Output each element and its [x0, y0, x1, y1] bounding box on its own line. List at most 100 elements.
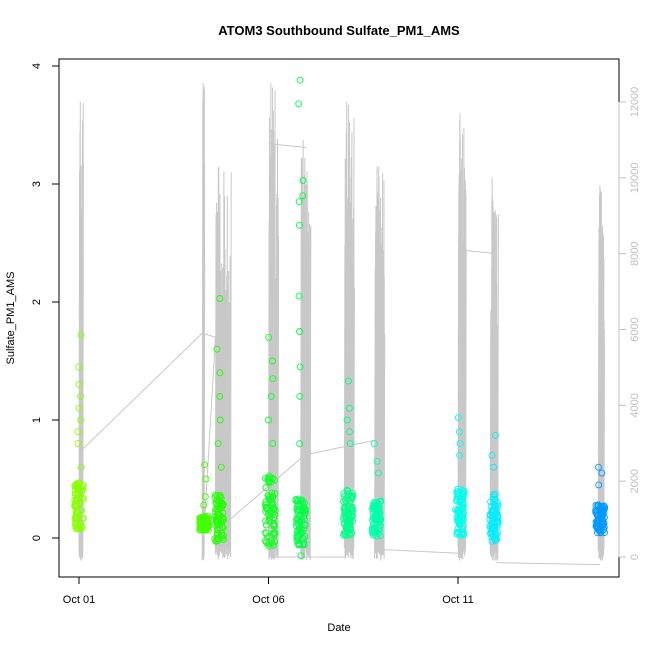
- data-point: [296, 363, 304, 371]
- data-point: [299, 192, 307, 200]
- data-point: [453, 496, 461, 503]
- data-point: [373, 457, 381, 465]
- data-point: [595, 481, 603, 489]
- data-point: [295, 100, 303, 108]
- data-point: [270, 514, 278, 522]
- data-point: [348, 513, 356, 521]
- data-point: [456, 451, 464, 459]
- data-point: [341, 510, 349, 518]
- data-point: [262, 517, 270, 525]
- data-point: [299, 508, 307, 515]
- data-point: [494, 517, 501, 525]
- data-point: [202, 475, 210, 483]
- data-point: [216, 491, 224, 499]
- points-layer: [71, 76, 609, 560]
- data-point: [295, 502, 303, 510]
- data-point: [599, 506, 607, 514]
- data-point: [459, 526, 467, 533]
- data-point: [270, 505, 278, 513]
- data-point: [196, 526, 204, 534]
- data-point: [71, 521, 79, 529]
- data-point: [300, 524, 308, 532]
- data-point: [269, 475, 277, 482]
- data-point: [71, 484, 79, 492]
- data-point: [493, 535, 501, 543]
- data-point: [346, 428, 353, 436]
- secondary-connector: [306, 438, 379, 456]
- data-point: [595, 463, 602, 471]
- chart-title: ATOM3 Southbound Sulfate_PM1_AMS: [218, 23, 460, 38]
- data-point: [296, 440, 304, 448]
- data-point: [196, 524, 204, 531]
- data-point: [376, 509, 384, 517]
- x-axis-title: Date: [327, 622, 350, 634]
- data-point: [73, 517, 81, 525]
- data-point: [73, 495, 80, 503]
- data-point: [212, 537, 220, 545]
- data-point: [600, 519, 608, 527]
- y-axis-right: 0 2000 4000 6000 8000 10000 12000: [618, 87, 641, 560]
- data-point: [271, 511, 279, 519]
- data-point: [203, 514, 211, 522]
- data-point: [295, 198, 303, 206]
- data-point: [452, 497, 460, 505]
- data-point: [267, 392, 275, 400]
- data-point: [262, 507, 270, 515]
- data-point: [341, 496, 349, 504]
- data-point: [74, 428, 82, 436]
- data-point: [214, 515, 222, 523]
- secondary-series-line: [214, 166, 232, 560]
- data-point: [488, 525, 496, 533]
- y2-tick-label: 12000: [629, 87, 641, 118]
- data-point: [494, 518, 502, 526]
- data-point: [377, 497, 385, 505]
- data-point: [295, 541, 303, 549]
- data-point: [600, 509, 608, 517]
- data-point: [79, 486, 87, 493]
- data-point: [266, 496, 274, 503]
- data-point: [348, 504, 356, 511]
- data-point: [265, 416, 272, 424]
- data-point: [344, 487, 352, 495]
- x-axis: Oct 01 Oct 06 Oct 11: [63, 576, 474, 606]
- data-point: [216, 524, 224, 531]
- data-point: [217, 463, 225, 471]
- data-point: [299, 177, 307, 184]
- data-point: [345, 503, 353, 511]
- data-point: [79, 495, 87, 503]
- data-point: [455, 529, 463, 537]
- plot-frame: [58, 58, 620, 578]
- data-point: [455, 428, 463, 436]
- data-point: [460, 529, 467, 537]
- data-point: [296, 328, 304, 335]
- data-point: [77, 392, 84, 400]
- data-point: [269, 357, 276, 365]
- data-point: [269, 440, 277, 448]
- data-point: [271, 490, 279, 498]
- data-point: [292, 496, 300, 504]
- data-point: [456, 440, 464, 448]
- data-point: [220, 535, 227, 543]
- data-point: [456, 518, 464, 526]
- y-axis-left: 0 1 2 3 4: [31, 63, 60, 541]
- data-point: [269, 541, 277, 549]
- data-point: [488, 511, 496, 519]
- data-point: [454, 414, 462, 422]
- y2-tick-label: 2000: [629, 469, 641, 493]
- data-point: [494, 520, 502, 528]
- data-point: [492, 496, 499, 504]
- data-point: [79, 514, 87, 522]
- data-point: [79, 483, 87, 491]
- data-point: [214, 440, 222, 448]
- y-tick-label: 2: [31, 299, 43, 305]
- data-point: [348, 529, 356, 537]
- data-point: [265, 479, 273, 487]
- data-point: [75, 363, 83, 371]
- y2-tick-label: 8000: [629, 241, 641, 265]
- data-point: [487, 524, 495, 532]
- data-point: [453, 528, 461, 536]
- data-point: [300, 513, 308, 521]
- y2-tick-label: 4000: [629, 393, 641, 417]
- y-tick-label: 4: [31, 63, 43, 69]
